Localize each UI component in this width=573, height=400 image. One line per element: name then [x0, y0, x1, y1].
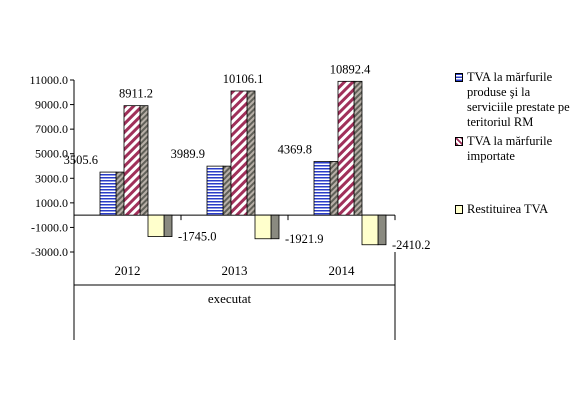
bar-series-3	[147, 214, 165, 237]
legend-swatch-series-2	[455, 137, 463, 146]
bar-series-2	[230, 90, 248, 216]
bar-series-1	[206, 165, 224, 216]
data-label-series-1: 3989.9	[171, 147, 205, 161]
legend-label-series-2: TVA la mărfurile importate	[467, 134, 553, 163]
data-label-series-1: 4369.8	[278, 142, 312, 156]
y-tick-label: 1000.0	[35, 196, 68, 210]
legend-swatch-series-3	[455, 205, 463, 214]
bar-side-series-2	[353, 80, 363, 216]
y-tick-label: -3000.0	[31, 245, 68, 259]
y-tick-label: 7000.0	[35, 122, 68, 136]
bar-series-3	[254, 214, 272, 240]
data-label-series-3: -1921.9	[285, 232, 324, 246]
bar-side-series-1	[222, 165, 232, 216]
legend-item-series-3: Restituirea TVA	[455, 202, 570, 217]
legend-item-series-2: TVA la mărfurile importate	[455, 134, 570, 164]
bar-series-1	[313, 161, 331, 216]
legend-item-series-1: TVA la mărfurile produse şi la serviciil…	[455, 70, 570, 130]
bars	[99, 80, 387, 246]
data-label-series-3: -2410.2	[392, 238, 431, 252]
bar-series-1	[99, 171, 117, 216]
bar-side-series-2	[246, 90, 256, 216]
bar-side-series-1	[329, 161, 339, 216]
data-label-series-2: 10892.4	[330, 62, 371, 76]
y-tick-label: 11000.0	[29, 73, 68, 87]
data-label-series-2: 8911.2	[119, 87, 153, 101]
legend-label-series-1: TVA la mărfurile produse şi la serviciil…	[467, 70, 570, 129]
x-tick-label: 2013	[222, 263, 248, 278]
data-label-series-3: -1745.0	[178, 230, 217, 244]
bar-side-series-2	[139, 105, 149, 216]
bar-side-series-3	[163, 214, 173, 237]
legend-swatch-series-1	[455, 73, 463, 82]
data-labels: 3505.6 8911.2 -1745.0 3989.9 10106.1 -1921.9 4…	[64, 62, 431, 251]
x-tick-label: 2012	[115, 263, 141, 278]
data-label-series-1: 3505.6	[64, 153, 98, 167]
bar-series-2	[337, 80, 355, 216]
data-label-series-2: 10106.1	[223, 72, 264, 86]
bar-side-series-3	[270, 214, 280, 240]
y-tick-label: 9000.0	[35, 98, 68, 112]
bar-series-3	[361, 214, 379, 246]
legend-label-series-3: Restituirea TVA	[467, 202, 549, 216]
y-tick-label: 3000.0	[35, 171, 68, 185]
bar-side-series-3	[377, 214, 387, 246]
legend: TVA la mărfurile produse şi la serviciil…	[455, 70, 570, 217]
y-tick-label: 5000.0	[35, 147, 68, 161]
x-axis-title: executat	[208, 291, 252, 306]
bar-series-2	[123, 105, 141, 216]
y-tick-label: -1000.0	[31, 220, 68, 234]
bar-side-series-1	[115, 171, 125, 216]
x-tick-label: 2014	[329, 263, 356, 278]
